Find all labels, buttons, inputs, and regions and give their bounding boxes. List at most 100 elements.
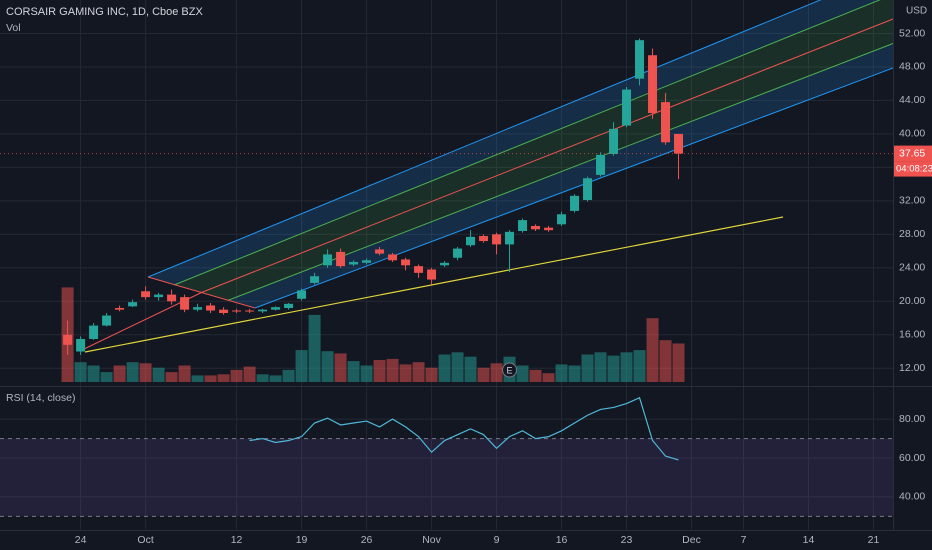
volume-bar xyxy=(100,372,113,382)
volume-bar xyxy=(672,343,685,382)
currency: USD xyxy=(906,6,927,17)
candle-body xyxy=(245,310,255,312)
rsi-line xyxy=(249,396,679,461)
channel-line xyxy=(147,0,822,278)
candle-body xyxy=(180,297,190,310)
candle-body xyxy=(206,305,216,311)
channel-band xyxy=(174,0,893,301)
volume-bar xyxy=(646,318,659,382)
last-price-box xyxy=(894,145,932,162)
candle-body xyxy=(102,315,112,326)
x-tick-label: 12 xyxy=(231,534,243,546)
candle-body xyxy=(271,307,281,310)
volume-bar xyxy=(334,353,347,382)
volume-bar xyxy=(659,340,672,382)
volume-bar xyxy=(152,367,165,382)
volume-bar xyxy=(477,367,490,382)
candle-body xyxy=(674,133,684,154)
x-tick-label: 9 xyxy=(494,534,500,546)
candle-body xyxy=(154,294,164,298)
symbol-title: CORSAIR GAMING INC, 1D, Cboe BZX xyxy=(6,6,203,18)
volume-bar xyxy=(373,360,386,382)
x-tick-label: 24 xyxy=(75,534,87,546)
candle-body xyxy=(492,234,502,245)
candle-body xyxy=(232,310,242,312)
candle-body xyxy=(115,308,125,310)
candle-body xyxy=(505,231,515,245)
volume-bar xyxy=(178,365,191,382)
y-tick-label: 28.00 xyxy=(899,228,925,240)
y-tick-label: 32.00 xyxy=(899,195,925,207)
labels: CORSAIR GAMING INC, 1D, Cboe BZX Vol RSI… xyxy=(6,6,932,546)
candle-body xyxy=(63,334,73,345)
volume-bar xyxy=(191,375,204,382)
volume-bar xyxy=(555,364,568,382)
volume-bar xyxy=(425,367,438,382)
volume-bar xyxy=(542,373,555,382)
volume-bar xyxy=(113,365,126,382)
volume-bar xyxy=(594,352,607,382)
volume-bar xyxy=(386,358,399,382)
countdown-box xyxy=(894,161,932,177)
volume-bar xyxy=(529,369,542,382)
candle-body xyxy=(258,309,268,312)
x-tick-label: 14 xyxy=(803,534,815,546)
volume-bar xyxy=(633,350,646,382)
volume-bar xyxy=(139,363,152,382)
channel-line xyxy=(174,0,881,286)
y-tick-label: 44.00 xyxy=(899,94,925,106)
pitchfork xyxy=(81,0,893,351)
rsi-title: RSI (14, close) xyxy=(6,392,75,404)
volume-bar xyxy=(282,369,295,382)
volume-bar xyxy=(438,354,451,382)
volume-bar xyxy=(87,365,100,382)
candle-body xyxy=(297,290,307,299)
x-tick-label: Dec xyxy=(682,534,701,546)
candle-body xyxy=(596,154,606,175)
volume-bar xyxy=(464,356,477,382)
candle-body xyxy=(440,262,450,266)
candle-body xyxy=(167,294,177,302)
x-tick-label: 16 xyxy=(556,534,568,546)
candle-body xyxy=(323,254,333,266)
y-tick-label: 40.00 xyxy=(899,491,925,503)
y-tick-label: 60.00 xyxy=(899,452,925,464)
candle-body xyxy=(531,225,541,230)
volume-bar xyxy=(165,372,178,382)
candle-body xyxy=(661,102,671,143)
y-tick-label: 52.00 xyxy=(899,27,925,39)
rsi-pane xyxy=(0,396,893,517)
volume-bar xyxy=(126,362,139,382)
candle-body xyxy=(128,302,138,307)
candle-body xyxy=(453,248,463,258)
candles: E xyxy=(0,38,893,378)
y-tick-label: 12.00 xyxy=(899,362,925,374)
countdown-label: 04:08:23 xyxy=(896,164,932,175)
candle-body xyxy=(89,325,99,339)
candle-body xyxy=(518,220,528,231)
candle-body xyxy=(557,214,567,225)
candle-body xyxy=(76,338,86,352)
x-tick-label: Oct xyxy=(137,534,153,546)
volume-bar xyxy=(308,314,321,382)
candle-body xyxy=(401,259,411,266)
x-tick-label: 21 xyxy=(868,534,880,546)
y-tick-label: 80.00 xyxy=(899,413,925,425)
volume-bar xyxy=(607,355,620,382)
channel-band xyxy=(228,43,893,308)
y-tick-label: 20.00 xyxy=(899,295,925,307)
volume-bar xyxy=(321,351,334,382)
candle-body xyxy=(479,236,489,242)
volume-bar xyxy=(204,375,217,382)
candle-body xyxy=(622,89,632,126)
candle-body xyxy=(362,260,372,263)
channel-median xyxy=(201,18,893,293)
candle-body xyxy=(375,249,385,254)
price-pane: E xyxy=(0,0,893,382)
volume-bar xyxy=(490,363,503,382)
volume-bar xyxy=(399,364,412,382)
candle-body xyxy=(349,261,359,265)
volume-bar xyxy=(74,362,87,382)
